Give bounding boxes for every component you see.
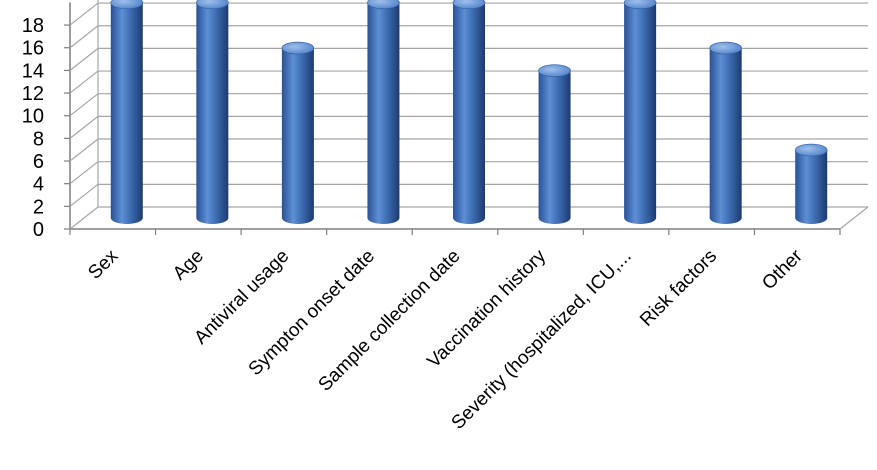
side-gridline <box>69 206 99 230</box>
y-tick-label: 0 <box>33 219 44 241</box>
x-tick-label: Sample collection date <box>315 246 465 396</box>
bar <box>110 0 144 224</box>
bars <box>110 0 828 225</box>
bar-body <box>709 48 742 225</box>
x-tick-label: Risk factors <box>636 246 721 331</box>
y-tick-label: 4 <box>33 174 44 196</box>
bar-cap <box>110 0 144 10</box>
x-tick-label: Age <box>169 246 208 285</box>
bar-body <box>624 2 657 225</box>
bar-body <box>110 2 143 224</box>
y-tick-label: 14 <box>22 60 44 82</box>
bar <box>538 64 571 225</box>
side-gridline <box>69 93 99 117</box>
bar-cap <box>623 0 657 10</box>
bar-cap <box>452 0 486 10</box>
bar-cap <box>196 0 229 10</box>
bar-body <box>795 150 828 225</box>
bar <box>281 41 315 225</box>
floor-edge <box>839 206 869 230</box>
bar <box>623 0 657 225</box>
y-tick-label: 16 <box>22 38 44 60</box>
bar-body <box>538 70 571 225</box>
bar-body <box>453 2 485 225</box>
bar <box>452 0 486 225</box>
y-tick-label: 12 <box>22 83 44 105</box>
side-gridline <box>69 47 99 71</box>
bar-cap <box>794 143 828 157</box>
bar-body <box>367 2 400 225</box>
side-gridline <box>69 2 99 26</box>
y-tick-label: 18 <box>22 15 44 37</box>
y-tick-label: 6 <box>33 151 44 173</box>
bar-body <box>281 48 314 225</box>
bar-cap <box>538 64 571 78</box>
y-tick-label: 8 <box>33 128 44 150</box>
bar-body <box>196 2 229 225</box>
y-tick-label: 2 <box>33 196 44 218</box>
bar <box>196 0 229 225</box>
x-tick-label: Severity (hospitalized, ICU,... <box>448 246 636 434</box>
side-gridline <box>69 115 99 139</box>
side-gridline <box>69 161 99 185</box>
bar <box>709 41 742 225</box>
y-tick-label: 10 <box>22 106 44 128</box>
side-gridline <box>69 70 99 94</box>
bar-cap <box>709 41 742 55</box>
x-tick-label: Other <box>758 245 807 294</box>
bar-cap <box>367 0 400 10</box>
bar <box>367 0 400 225</box>
x-tick-label: Sex <box>84 245 122 283</box>
side-gridline <box>69 183 99 207</box>
bar-cap <box>281 41 315 55</box>
side-gridline <box>69 138 99 162</box>
bar <box>794 143 828 225</box>
side-gridline <box>69 25 99 49</box>
